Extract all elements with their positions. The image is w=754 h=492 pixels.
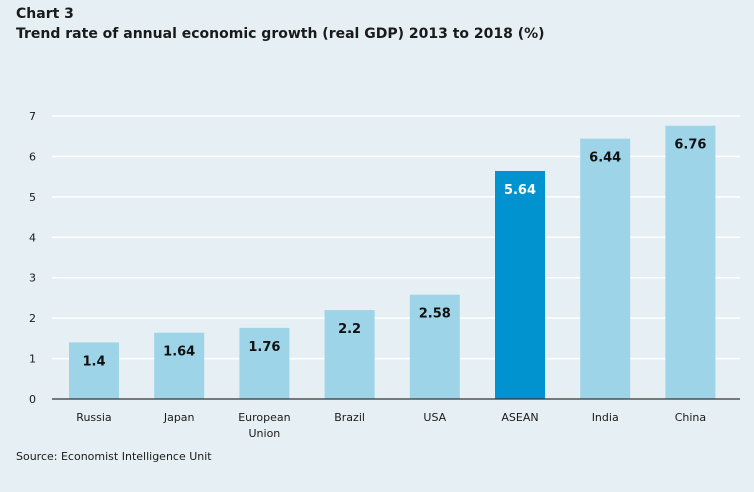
y-tick-label-1: 1	[29, 353, 36, 366]
x-tick-label-brazil: Brazil	[334, 411, 365, 424]
x-tick-label-russia: Russia	[76, 411, 111, 424]
chart-label: Chart 3	[16, 6, 74, 22]
y-tick-label-5: 5	[29, 191, 36, 204]
y-tick-label-4: 4	[29, 231, 36, 244]
data-label-brazil: 2.2	[338, 322, 361, 337]
data-label-china: 6.76	[674, 138, 706, 153]
data-label-asean: 5.64	[504, 183, 536, 198]
chart-title: Trend rate of annual economic growth (re…	[16, 26, 545, 42]
y-tick-label-2: 2	[29, 312, 36, 325]
x-tick-label-asean: ASEAN	[501, 411, 538, 424]
y-tick-label-0: 0	[29, 393, 36, 406]
data-label-japan: 1.64	[163, 345, 195, 360]
x-tick-label-european-union-2: Union	[249, 427, 281, 440]
source-note: Source: Economist Intelligence Unit	[16, 450, 212, 463]
bar-india	[580, 138, 631, 399]
bar-asean	[495, 170, 545, 399]
x-tick-label-china: China	[675, 411, 706, 424]
y-tick-label-6: 6	[29, 150, 36, 163]
data-label-usa: 2.58	[419, 307, 451, 322]
data-label-india: 6.44	[589, 151, 621, 166]
bar-european-union	[239, 327, 290, 399]
bar-russia	[69, 342, 119, 399]
bar-usa	[409, 294, 460, 399]
x-tick-label-india: India	[592, 411, 619, 424]
bar-china	[665, 125, 716, 400]
bar-japan	[154, 332, 205, 399]
data-label-russia: 1.4	[82, 354, 105, 369]
x-tick-label-japan: Japan	[163, 411, 195, 424]
y-tick-label-3: 3	[29, 272, 36, 285]
x-tick-label-european-union-1: European	[238, 411, 290, 424]
bar-brazil	[324, 310, 375, 399]
data-label-european-union: 1.76	[248, 340, 280, 355]
y-tick-label-7: 7	[29, 110, 36, 123]
x-tick-label-usa: USA	[423, 411, 446, 424]
